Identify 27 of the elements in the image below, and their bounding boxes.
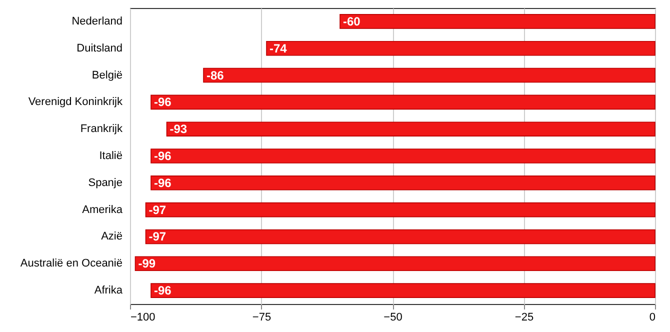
- data-label: -86: [206, 68, 224, 82]
- x-tick-label: −100: [130, 312, 156, 324]
- y-tick-label: Verenigd Koninkrijk: [28, 96, 123, 108]
- y-tick-label: Italië: [99, 150, 122, 162]
- data-label: -97: [148, 230, 166, 244]
- data-label: -60: [343, 14, 361, 28]
- y-tick-label: Frankrijk: [80, 123, 123, 136]
- y-tick-label: Spanje: [88, 176, 122, 189]
- y-tick-label: Duitsland: [76, 42, 122, 54]
- y-tick-label: België: [92, 69, 122, 82]
- y-tick-label: Azië: [101, 230, 122, 243]
- data-label: -93: [170, 122, 188, 136]
- data-label: -96: [154, 149, 172, 163]
- data-label: -96: [154, 284, 172, 298]
- data-label: -96: [154, 95, 172, 110]
- y-tick-label: Australië en Oceanië: [20, 258, 122, 270]
- data-label: -74: [270, 41, 288, 56]
- x-tick-label: 0: [649, 312, 656, 324]
- data-label: -99: [138, 256, 156, 271]
- x-tick-label: −50: [384, 312, 402, 324]
- y-tick-label: Amerika: [82, 204, 124, 216]
- y-tick-label: Nederland: [72, 15, 122, 28]
- x-tick-label: −25: [514, 312, 534, 324]
- x-tick-label: −75: [252, 312, 272, 324]
- data-label: -97: [148, 202, 166, 217]
- data-label: -96: [154, 176, 172, 190]
- y-tick-label: Afrika: [94, 284, 124, 297]
